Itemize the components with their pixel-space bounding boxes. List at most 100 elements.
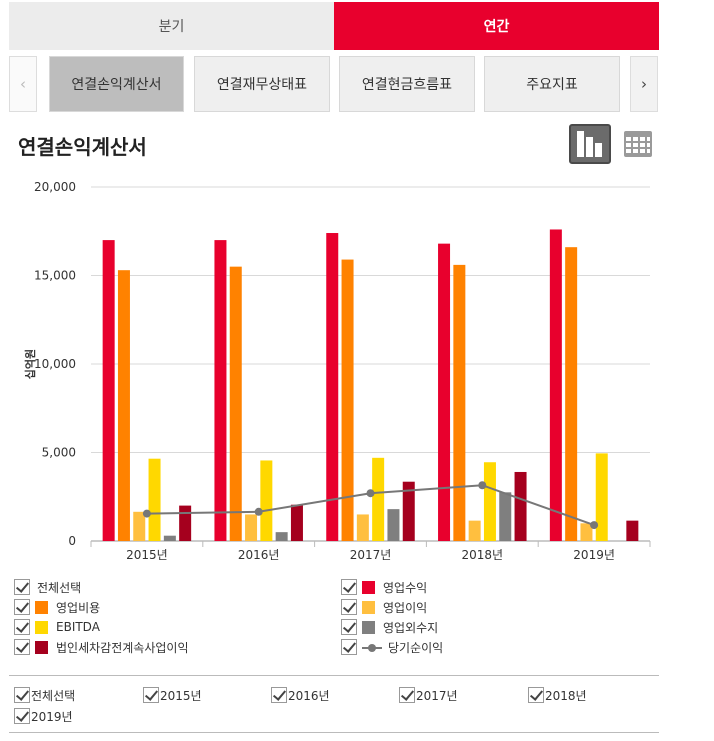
- legend-label: EBITDA: [56, 620, 100, 634]
- legend-item-non-op[interactable]: 영업외수지: [341, 618, 438, 636]
- year-label: 전체선택: [31, 688, 76, 703]
- income-chart: 0 5,000 10,000 15,000 20,000 십억원 2015년 2016년 201…: [0, 170, 714, 565]
- bar-chart-icon: [577, 131, 602, 157]
- year-filter-2018[interactable]: 2018년: [528, 686, 587, 704]
- bar: [148, 458, 161, 541]
- x-tick-label: 2018년: [462, 548, 504, 562]
- x-tick-label: 2019년: [573, 548, 615, 562]
- y-tick-label: 0: [68, 534, 76, 548]
- year-label: 2018년: [545, 688, 587, 703]
- table-view-button[interactable]: [617, 124, 659, 164]
- y-tick-label: 10,000: [34, 357, 76, 371]
- chart-svg: 0 5,000 10,000 15,000 20,000 십억원 2015년 2016년 201…: [23, 180, 651, 562]
- y-tick-label: 20,000: [34, 180, 76, 194]
- bar: [595, 453, 608, 541]
- bar: [402, 481, 415, 541]
- tab-income-statement[interactable]: 연결손익계산서: [49, 56, 184, 112]
- legend-item-op-income[interactable]: 영업이익: [341, 598, 427, 616]
- bar: [260, 460, 273, 541]
- divider: [9, 732, 659, 733]
- chevron-right-icon: ›: [641, 75, 647, 93]
- line-point: [590, 521, 599, 530]
- next-arrow-button[interactable]: ›: [630, 56, 658, 112]
- checkbox[interactable]: [14, 579, 30, 595]
- bar: [453, 264, 466, 541]
- year-filter-2015[interactable]: 2015년: [143, 686, 202, 704]
- legend-item-pretax-income[interactable]: 법인세차감전계속사업이익: [14, 638, 188, 656]
- bar: [179, 505, 192, 541]
- year-label: 2017년: [416, 688, 458, 703]
- bar: [626, 520, 639, 541]
- bar: [565, 247, 578, 541]
- tab-quarterly[interactable]: 분기: [9, 2, 334, 50]
- checkbox[interactable]: [399, 687, 415, 703]
- checkbox[interactable]: [341, 579, 357, 595]
- legend-label: 당기순이익: [388, 640, 444, 655]
- bar: [580, 523, 593, 541]
- checkbox[interactable]: [14, 619, 30, 635]
- bar: [102, 240, 115, 541]
- legend-label: 영업이익: [383, 600, 428, 615]
- legend-line-swatch: [362, 641, 382, 654]
- legend-item-revenue[interactable]: 영업수익: [341, 578, 427, 596]
- bar: [290, 504, 303, 541]
- bar: [133, 511, 146, 541]
- bar: [499, 492, 512, 541]
- line-point: [366, 489, 375, 498]
- checkbox[interactable]: [341, 639, 357, 655]
- legend-item-net-income[interactable]: 당기순이익: [341, 638, 443, 656]
- y-axis-label: 십억원: [23, 349, 37, 379]
- prev-arrow-button[interactable]: ‹: [9, 56, 37, 112]
- legend-label: 영업비용: [56, 600, 101, 615]
- legend-label: 영업수익: [383, 580, 428, 595]
- bar: [483, 462, 496, 541]
- bar: [326, 233, 339, 541]
- checkbox[interactable]: [341, 619, 357, 635]
- chevron-left-icon: ‹: [20, 75, 26, 93]
- legend-swatch: [362, 580, 375, 594]
- bar: [438, 243, 451, 541]
- legend-select-all[interactable]: 전체선택: [14, 578, 81, 596]
- legend-item-ebitda[interactable]: EBITDA: [14, 618, 100, 636]
- legend-swatch: [35, 620, 48, 634]
- line-point: [142, 509, 151, 518]
- legend-item-op-expense[interactable]: 영업비용: [14, 598, 100, 616]
- bar: [229, 266, 242, 541]
- legend-label: 영업외수지: [383, 620, 439, 635]
- year-label: 2015년: [160, 688, 202, 703]
- x-tick-label: 2015년: [126, 548, 168, 562]
- legend-swatch: [362, 600, 375, 614]
- bar: [245, 514, 258, 541]
- checkbox[interactable]: [14, 708, 30, 724]
- checkbox[interactable]: [271, 687, 287, 703]
- bar: [549, 229, 562, 542]
- bar: [163, 535, 176, 541]
- period-tabs: 분기 연간: [9, 2, 659, 50]
- checkbox[interactable]: [14, 639, 30, 655]
- table-grid-icon: [624, 131, 652, 157]
- checkbox[interactable]: [143, 687, 159, 703]
- legend-label: 법인세차감전계속사업이익: [56, 640, 189, 655]
- line-point: [254, 507, 263, 516]
- tab-key-indicators[interactable]: 주요지표: [484, 56, 620, 112]
- checkbox[interactable]: [528, 687, 544, 703]
- bar: [468, 520, 481, 541]
- legend-swatch: [35, 640, 48, 654]
- checkbox[interactable]: [341, 599, 357, 615]
- x-tick-label: 2016년: [238, 548, 280, 562]
- bar: [341, 259, 354, 541]
- section-title: 연결손익계산서: [18, 135, 147, 159]
- checkbox[interactable]: [14, 687, 30, 703]
- bar: [372, 457, 385, 541]
- year-label: 2019년: [31, 709, 73, 724]
- checkbox[interactable]: [14, 599, 30, 615]
- year-filter-2017[interactable]: 2017년: [399, 686, 458, 704]
- tab-cash-flow[interactable]: 연결현금흐름표: [339, 56, 475, 112]
- year-filter-all[interactable]: 전체선택: [14, 686, 75, 704]
- year-filter-2016[interactable]: 2016년: [271, 686, 330, 704]
- chart-view-button[interactable]: [569, 124, 611, 164]
- tab-balance-sheet[interactable]: 연결재무상태표: [194, 56, 330, 112]
- tab-annual[interactable]: 연간: [334, 2, 659, 50]
- year-filter-2019[interactable]: 2019년: [14, 707, 73, 725]
- statement-tabs: ‹ 연결손익계산서 연결재무상태표 연결현금흐름표 주요지표 ›: [9, 56, 659, 112]
